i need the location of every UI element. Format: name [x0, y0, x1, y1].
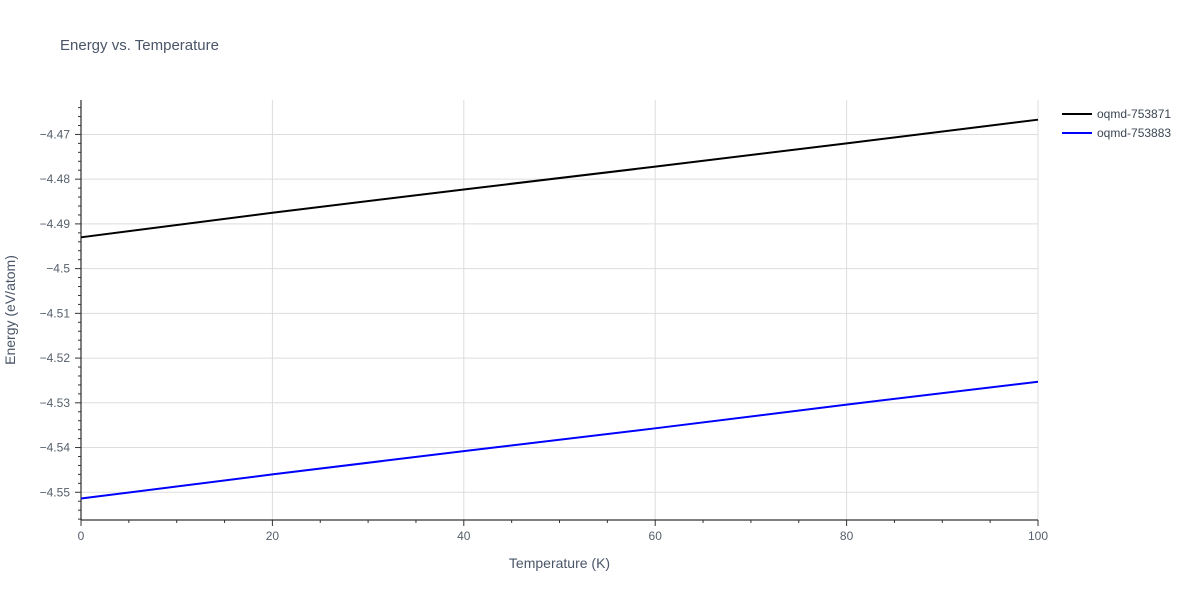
legend-label: oqmd-753883	[1097, 126, 1171, 140]
series-line-oqmd-753883	[80, 380, 1039, 500]
y-tick-label: −4.55	[40, 485, 71, 499]
y-tick-label: −4.48	[40, 172, 71, 186]
x-tick-label: 0	[78, 529, 85, 543]
x-tick-label: 100	[1028, 529, 1048, 543]
y-axis-title: Energy (eV/atom)	[2, 255, 18, 365]
legend-item-oqmd-753871[interactable]: oqmd-753871	[1062, 107, 1171, 121]
y-tick-label: −4.51	[40, 306, 71, 320]
series-lines	[80, 118, 1039, 500]
axes: 0 20 40 60 80 100 −4.55 −4.54 −4.53 −4.52 −4.51 −4.…	[40, 100, 1048, 543]
x-tick-label: 60	[649, 529, 663, 543]
x-tick-label: 20	[266, 529, 280, 543]
x-tick-label: 40	[457, 529, 471, 543]
y-tick-label: −4.47	[40, 127, 71, 141]
legend[interactable]: oqmd-753871 oqmd-753883	[1062, 107, 1171, 140]
gridlines	[81, 100, 1039, 520]
y-tick-label: −4.53	[40, 396, 71, 410]
y-tick-label: −4.54	[40, 441, 71, 455]
legend-item-oqmd-753883[interactable]: oqmd-753883	[1062, 126, 1171, 140]
y-tick-label: −4.5	[46, 262, 70, 276]
x-axis-title: Temperature (K)	[509, 555, 610, 571]
legend-label: oqmd-753871	[1097, 107, 1171, 121]
series-line-oqmd-753871	[80, 118, 1039, 239]
chart-title: Energy vs. Temperature	[60, 37, 219, 54]
x-tick-label: 80	[840, 529, 854, 543]
y-tick-label: −4.52	[40, 351, 71, 365]
y-tick-label: −4.49	[40, 217, 71, 231]
